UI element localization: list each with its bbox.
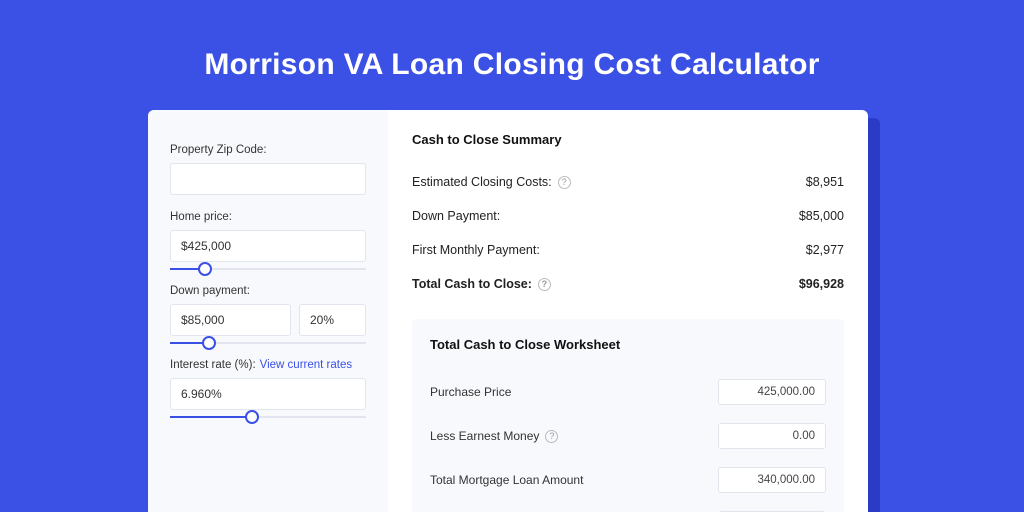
summary-heading: Cash to Close Summary (412, 132, 844, 147)
worksheet-row-value[interactable]: 0.00 (718, 423, 826, 449)
summary-row-label: Estimated Closing Costs:? (412, 175, 571, 189)
summary-row: First Monthly Payment: $2,977 (412, 233, 844, 267)
calculator-card: Property Zip Code: Home price: $425,000 … (148, 110, 868, 512)
worksheet-row: Less Earnest Money? 0.00 (430, 414, 826, 458)
summary-row-value: $8,951 (806, 175, 844, 189)
interest-rate-slider-fill (170, 416, 252, 418)
worksheet-row-label: Purchase Price (430, 385, 511, 399)
zip-input[interactable] (170, 163, 366, 195)
worksheet-heading: Total Cash to Close Worksheet (430, 337, 826, 352)
worksheet-row-value[interactable]: 340,000.00 (718, 467, 826, 493)
summary-row-label: First Monthly Payment: (412, 243, 540, 257)
down-payment-pct-input[interactable]: 20% (299, 304, 366, 336)
worksheet-row: Purchase Price 425,000.00 (430, 370, 826, 414)
worksheet-row: Total Second Mortgage Amount?0.00 (430, 502, 826, 512)
summary-row-value: $96,928 (799, 277, 844, 291)
worksheet-row-label: Less Earnest Money? (430, 429, 558, 443)
summary-row-value: $85,000 (799, 209, 844, 223)
zip-label: Property Zip Code: (170, 144, 366, 156)
interest-rate-field-group: Interest rate (%): View current rates 6.… (170, 359, 366, 417)
down-payment-slider-thumb[interactable] (202, 336, 216, 350)
home-price-slider-thumb[interactable] (198, 262, 212, 276)
interest-rate-label-text: Interest rate (%): (170, 359, 256, 371)
interest-rate-slider-thumb[interactable] (245, 410, 259, 424)
input-panel: Property Zip Code: Home price: $425,000 … (148, 110, 388, 512)
summary-row-label: Down Payment: (412, 209, 500, 223)
worksheet-row-value[interactable]: 425,000.00 (718, 379, 826, 405)
summary-row-value: $2,977 (806, 243, 844, 257)
down-payment-label: Down payment: (170, 285, 366, 297)
interest-rate-input[interactable]: 6.960% (170, 378, 366, 410)
interest-rate-label: Interest rate (%): View current rates (170, 359, 366, 371)
help-icon[interactable]: ? (545, 430, 558, 443)
worksheet-row-label: Total Mortgage Loan Amount (430, 473, 583, 487)
worksheet-row: Total Mortgage Loan Amount 340,000.00 (430, 458, 826, 502)
results-panel: Cash to Close Summary Estimated Closing … (388, 110, 868, 512)
summary-list: Estimated Closing Costs:? $8,951 Down Paym… (412, 165, 844, 301)
worksheet-section: Total Cash to Close Worksheet Purchase P… (412, 319, 844, 512)
summary-row: Total Cash to Close:? $96,928 (412, 267, 844, 301)
summary-row: Estimated Closing Costs:? $8,951 (412, 165, 844, 199)
down-payment-field-group: Down payment: $85,000 20% (170, 285, 366, 343)
summary-row: Down Payment: $85,000 (412, 199, 844, 233)
summary-row-label: Total Cash to Close:? (412, 277, 551, 291)
home-price-input[interactable]: $425,000 (170, 230, 366, 262)
view-rates-link[interactable]: View current rates (260, 359, 352, 371)
worksheet-list: Purchase Price 425,000.00 Less Earnest Mon… (430, 370, 826, 512)
help-icon[interactable]: ? (538, 278, 551, 291)
page-title: Morrison VA Loan Closing Cost Calculator (0, 0, 1024, 82)
zip-field-group: Property Zip Code: (170, 144, 366, 195)
home-price-field-group: Home price: $425,000 (170, 211, 366, 269)
down-payment-input[interactable]: $85,000 (170, 304, 291, 336)
help-icon[interactable]: ? (558, 176, 571, 189)
page-background: Morrison VA Loan Closing Cost Calculator… (0, 0, 1024, 512)
home-price-label: Home price: (170, 211, 366, 223)
